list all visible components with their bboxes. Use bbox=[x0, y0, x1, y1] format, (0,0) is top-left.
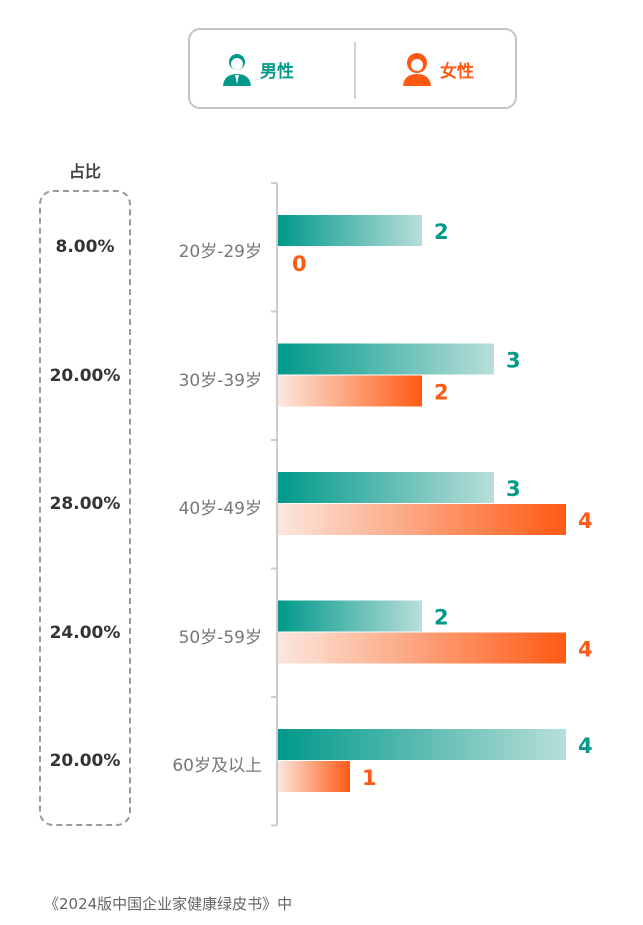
category-label: 20岁-29岁 bbox=[178, 242, 262, 263]
data-label: 1 bbox=[362, 766, 377, 790]
female-bar bbox=[278, 632, 566, 664]
source-note: 《2024版中国企业家健康绿皮书》中 bbox=[44, 895, 293, 913]
share-value: 28.00% bbox=[49, 494, 121, 515]
share-value: 20.00% bbox=[49, 365, 121, 386]
category-label: 30岁-39岁 bbox=[178, 370, 262, 391]
share-value: 20.00% bbox=[49, 751, 121, 772]
data-label: 4 bbox=[578, 638, 593, 662]
share-value: 24.00% bbox=[49, 622, 121, 643]
data-label: 3 bbox=[506, 477, 521, 501]
category-label: 40岁-49岁 bbox=[178, 499, 262, 520]
share-title: 占比 bbox=[68, 162, 101, 181]
legend: 男性 女性 bbox=[188, 28, 517, 109]
female-bar bbox=[278, 504, 566, 535]
data-label: 2 bbox=[434, 381, 449, 405]
male-bar bbox=[278, 343, 494, 375]
data-label: 2 bbox=[434, 606, 449, 630]
male-bar bbox=[278, 472, 494, 503]
male-person-icon bbox=[223, 54, 251, 86]
female-bar bbox=[278, 375, 422, 407]
legend-female: 女性 bbox=[402, 52, 474, 86]
data-label: 4 bbox=[578, 734, 593, 758]
male-bar bbox=[278, 215, 422, 246]
male-bar bbox=[278, 600, 422, 632]
female-bar bbox=[278, 761, 350, 792]
share-value: 8.00% bbox=[55, 237, 115, 258]
male-bar bbox=[278, 729, 566, 760]
category-label: 50岁-59岁 bbox=[178, 627, 262, 648]
data-label: 2 bbox=[434, 220, 449, 244]
share-box bbox=[39, 190, 131, 826]
category-label: 60岁及以上 bbox=[172, 756, 262, 777]
data-label: 0 bbox=[292, 252, 307, 276]
female-person-icon bbox=[403, 53, 431, 86]
data-label: 3 bbox=[506, 349, 521, 373]
data-label: 4 bbox=[578, 509, 593, 533]
legend-divider bbox=[354, 42, 356, 99]
legend-male: 男性 bbox=[222, 52, 294, 86]
